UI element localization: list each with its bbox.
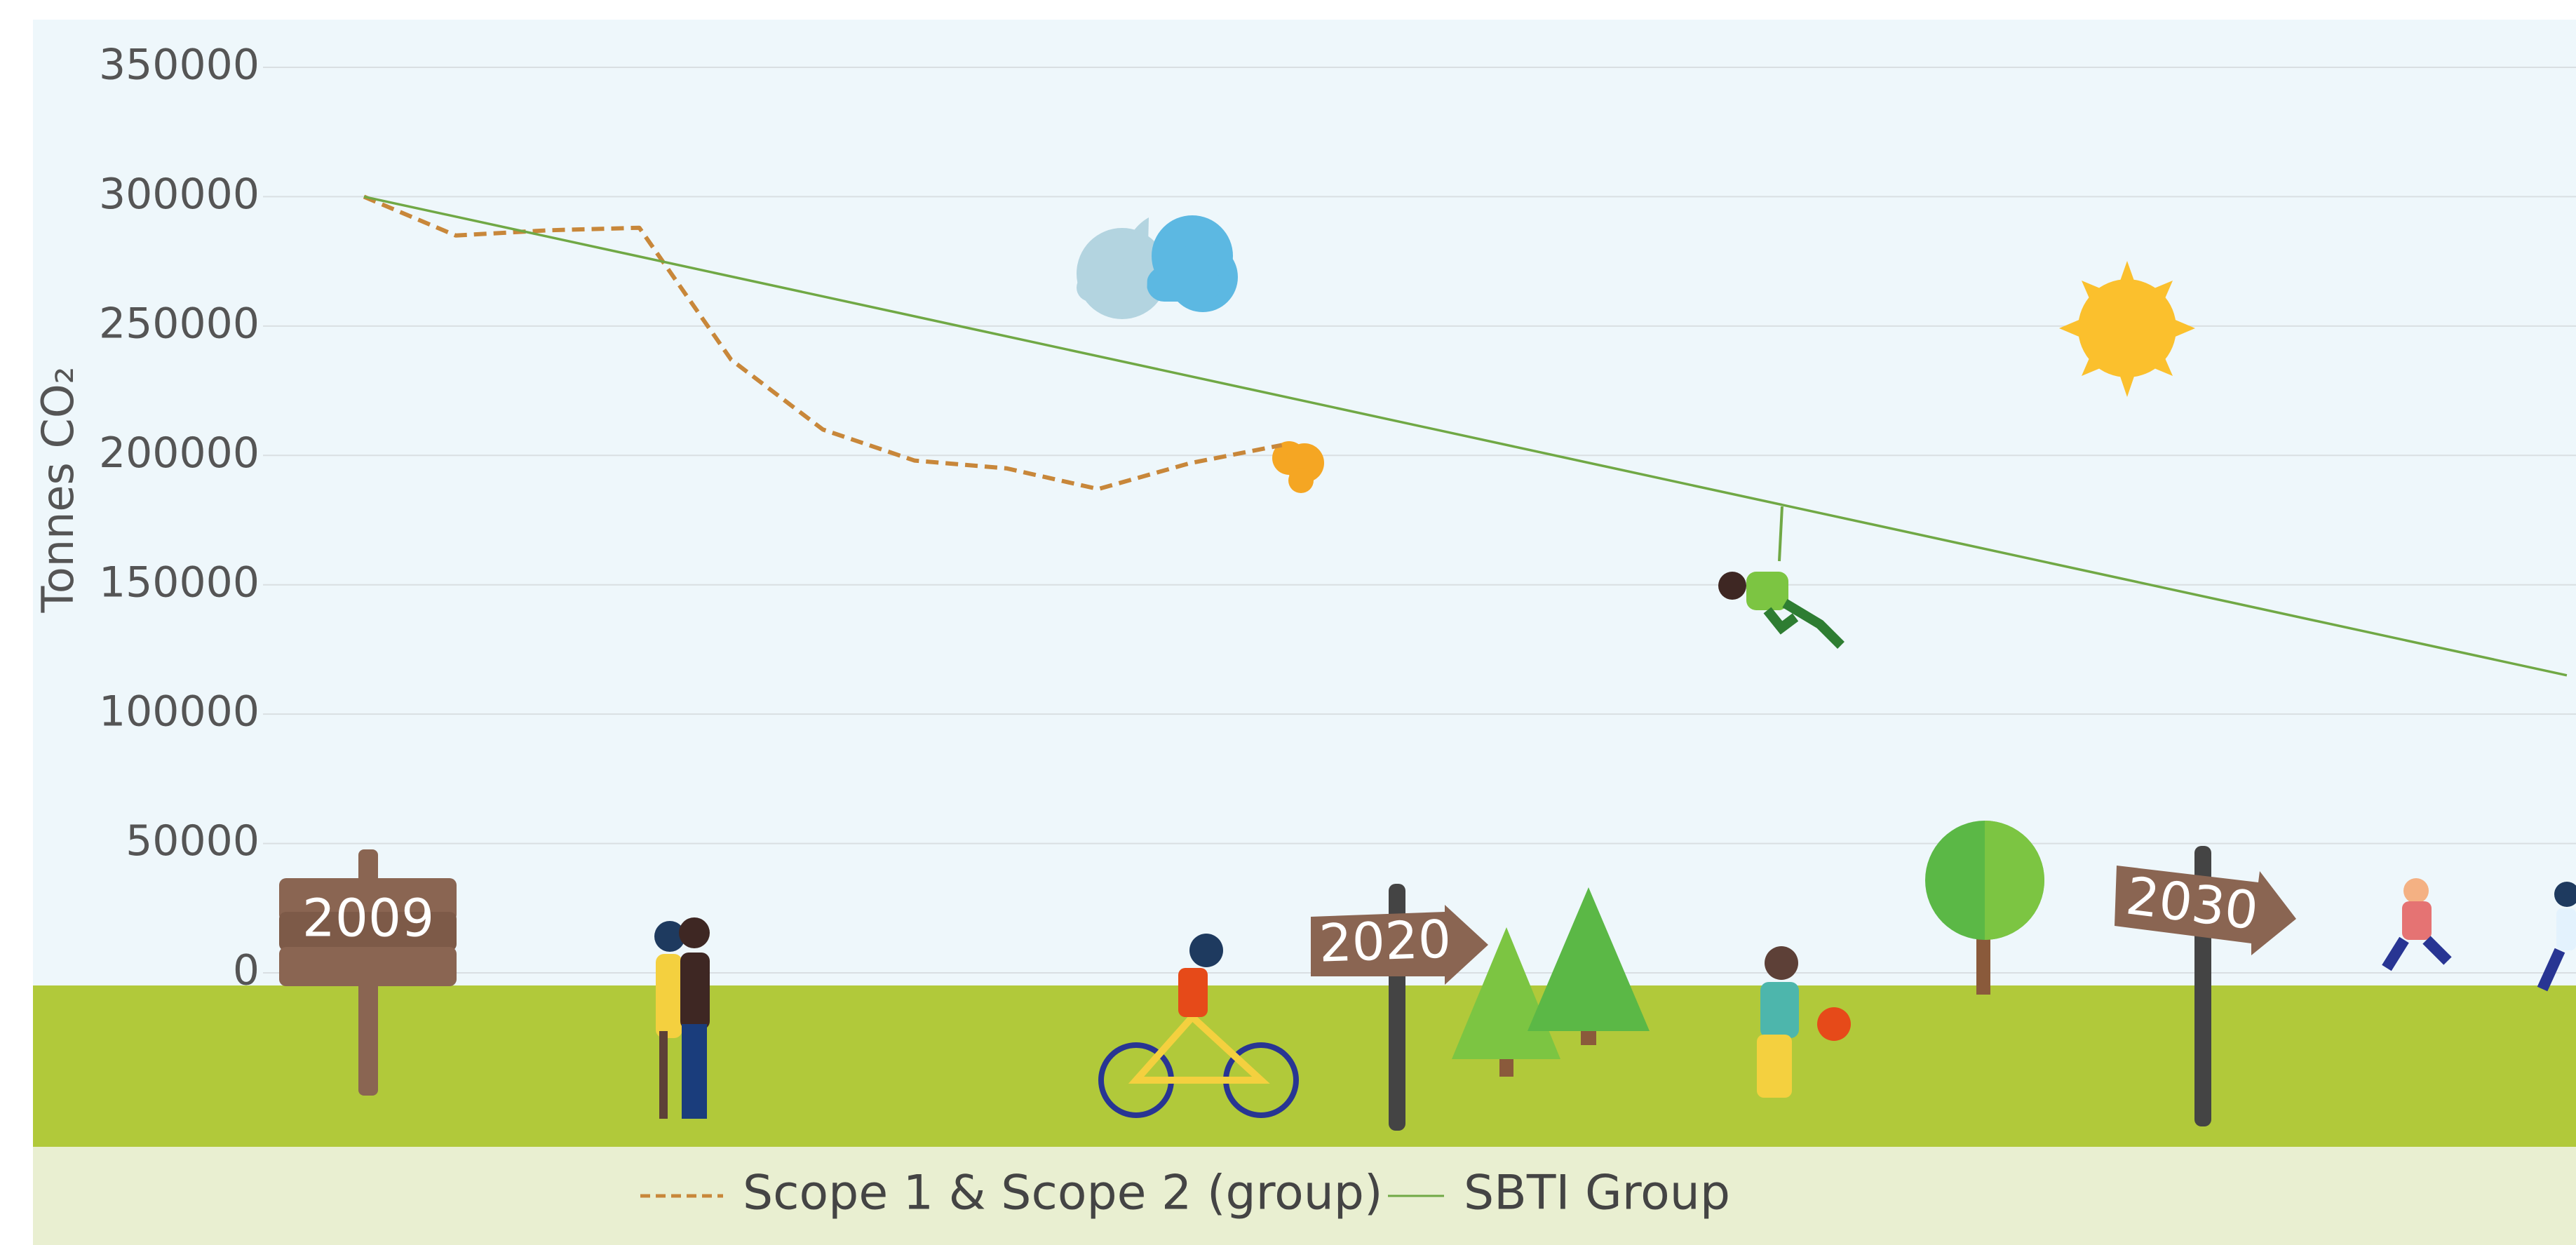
y-tick-label: 200000	[99, 429, 259, 478]
y-tick-label: 150000	[99, 558, 259, 607]
grid	[263, 67, 2576, 974]
y-tick-label: 300000	[99, 170, 259, 219]
trees	[1452, 821, 2044, 1077]
sky	[33, 20, 2576, 985]
cloud	[1077, 215, 1238, 319]
y-axis-label: Tonnes CO₂	[32, 367, 83, 614]
y-tick-label: 100000	[99, 687, 259, 736]
y-tick-label: 50000	[126, 816, 259, 866]
legend: Scope 1 & Scope 2 (group) SBTI Group	[640, 1166, 1730, 1221]
y-tick-label: 0	[233, 946, 259, 995]
sign-label: 2020	[1318, 909, 1452, 974]
signposts	[279, 846, 2296, 1131]
y-tick-label: 350000	[99, 41, 259, 90]
series-line	[363, 195, 2568, 677]
legend-label: Scope 1 & Scope 2 (group)	[743, 1166, 1383, 1221]
sun	[2059, 261, 2195, 397]
lines	[363, 194, 2568, 677]
series-line	[363, 194, 1283, 492]
ground	[33, 985, 2576, 1147]
sign-label: 2009	[302, 889, 434, 949]
y-tick-label: 250000	[99, 299, 259, 348]
legend-band	[33, 1147, 2576, 1245]
people	[654, 441, 2576, 1119]
legend-label: SBTI Group	[1464, 1166, 1730, 1221]
axes: 0 50000 100000 150000 200000 250000 300000 3500…	[99, 41, 259, 995]
